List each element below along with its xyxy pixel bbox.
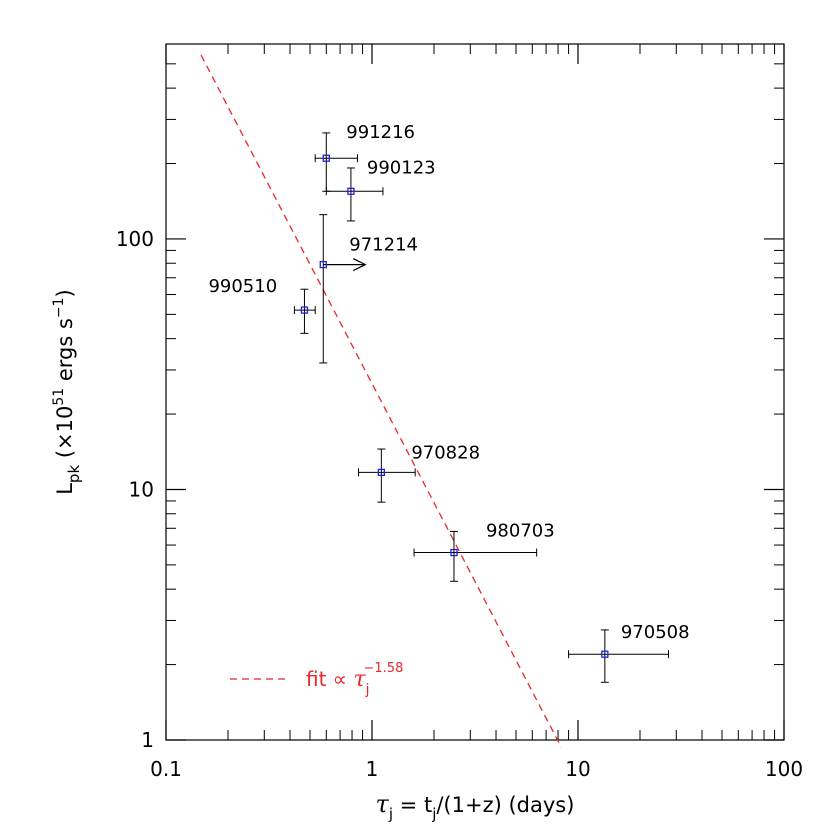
y-axis-L: L [53, 483, 77, 495]
point-990510 [293, 288, 316, 334]
legend-fit-prefix: fit ∝ [306, 667, 353, 691]
point-label-980703: 980703 [486, 521, 555, 542]
point-label-990510: 990510 [208, 276, 277, 297]
y-axis-pre: (×10 [53, 406, 77, 465]
x-tick-label: 1 [366, 757, 379, 781]
point-label-970828: 970828 [411, 442, 480, 463]
x-axis-sub1: j [388, 805, 393, 823]
point-label-971214: 971214 [349, 235, 418, 256]
x-axis-mid: = t [393, 793, 432, 817]
major-ticks [165, 44, 785, 741]
point-marker [377, 468, 385, 477]
legend-fit-text: fit ∝ τj −1.58 [306, 661, 403, 698]
point-marker [450, 548, 458, 557]
fit-line [200, 54, 562, 748]
point-label-990123: 990123 [367, 157, 436, 178]
point-marker [601, 650, 609, 658]
legend-fit-sup: −1.58 [364, 661, 404, 676]
fit-line-group [200, 54, 562, 748]
plot-frame [165, 43, 785, 741]
minor-ticks [166, 43, 784, 740]
y-axis-sup2: −1 [51, 297, 67, 318]
y-tick-label: 1 [141, 728, 154, 752]
x-tick-label: 0.1 [150, 757, 182, 781]
x-tick-label: 10 [565, 757, 590, 781]
point-980703 [413, 530, 538, 582]
x-tick-label: 100 [765, 757, 803, 781]
point-991216 [314, 132, 358, 192]
x-axis-tau: τ [376, 790, 390, 818]
x-axis-rest: /(1+z) (days) [436, 793, 574, 817]
legend-fit-sub: j [365, 682, 370, 698]
x-axis-title: τj = tj/(1+z) (days) [376, 790, 575, 823]
tick-labels: 0.1 1 10 100 1 10 100 [116, 227, 803, 781]
point-marker [347, 187, 355, 195]
point-labels: 991216 990123 971214 990510 970828 980703 9705… [208, 122, 689, 643]
point-970508 [568, 629, 670, 683]
point-970828 [358, 448, 416, 503]
y-axis-sub: pk [65, 465, 83, 484]
point-990123 [325, 167, 384, 222]
data-points [293, 132, 670, 683]
arrow-head [352, 258, 367, 272]
legend-fit-symbol: τ [353, 667, 366, 692]
point-971214 [319, 214, 367, 364]
x-axis-sub2: j [431, 805, 436, 823]
point-label-970508: 970508 [621, 622, 690, 643]
point-marker [319, 260, 327, 269]
y-axis-title: Lpk (×1051 ergs s−1) [51, 289, 83, 495]
point-marker [300, 306, 309, 314]
y-tick-label: 10 [129, 477, 154, 501]
point-label-991216: 991216 [346, 122, 415, 143]
y-axis-post: ) [53, 289, 77, 297]
y-tick-label: 100 [116, 227, 154, 251]
y-axis-mid: ergs s [53, 318, 77, 388]
point-marker [322, 154, 330, 162]
y-axis-sup: 51 [51, 388, 67, 406]
